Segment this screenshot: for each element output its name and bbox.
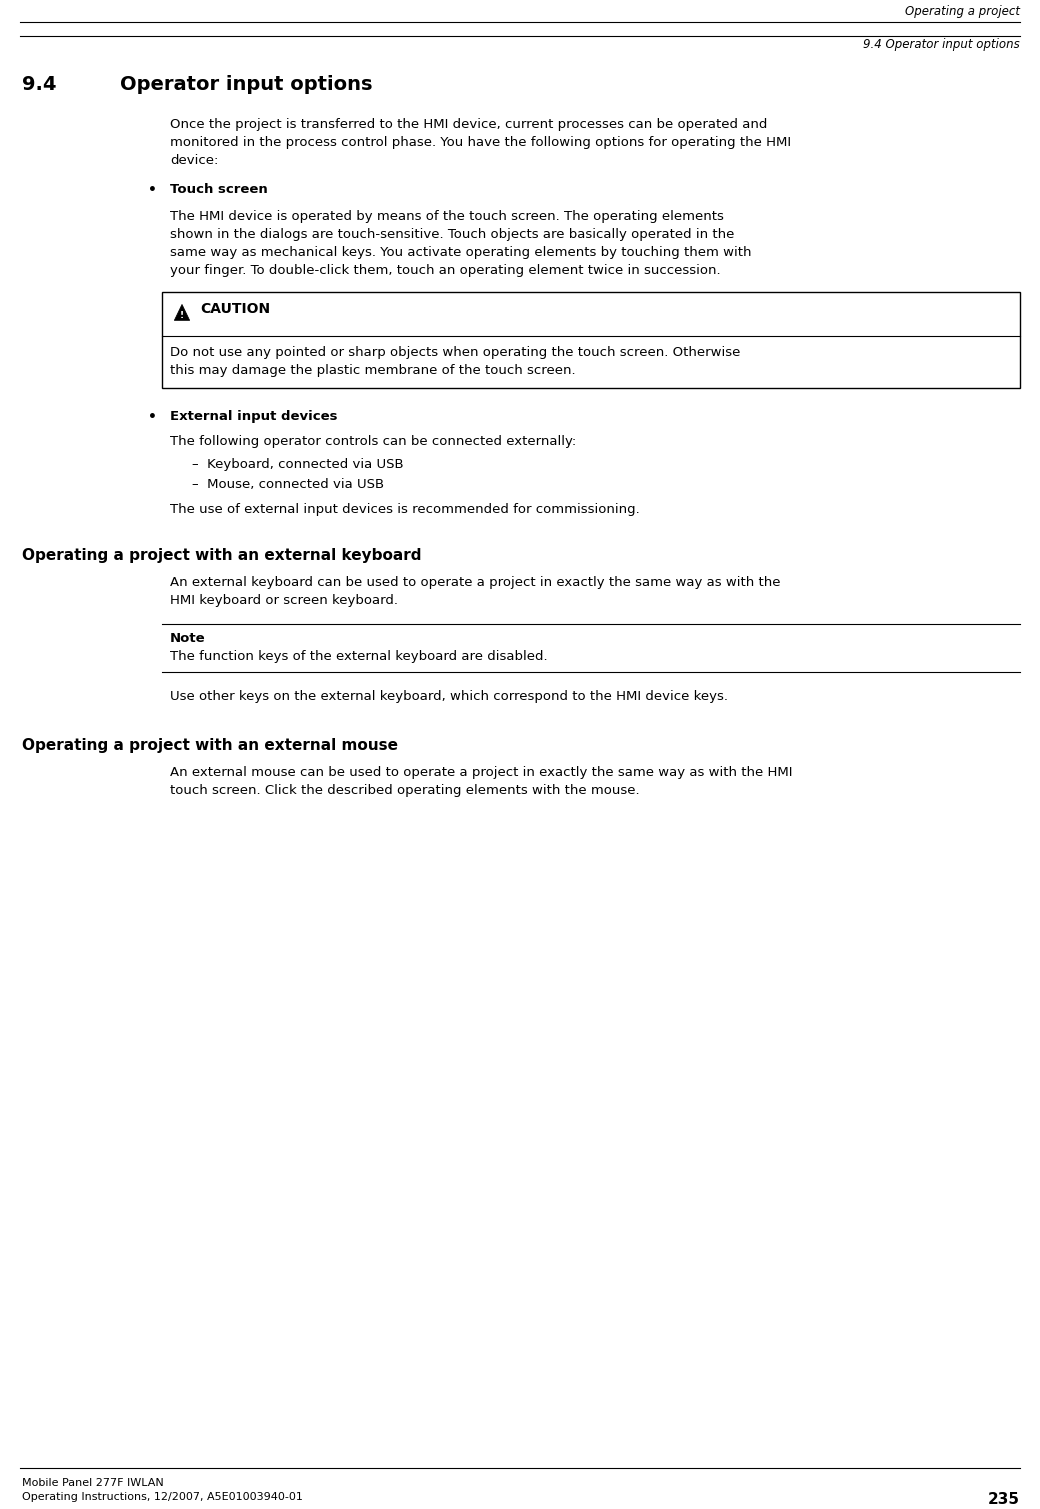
Text: your finger. To double-click them, touch an operating element twice in successio: your finger. To double-click them, touch… (170, 264, 721, 278)
Text: monitored in the process control phase. You have the following options for opera: monitored in the process control phase. … (170, 136, 791, 149)
Text: !: ! (180, 311, 184, 320)
Text: Note: Note (170, 632, 206, 644)
Text: Operator input options: Operator input options (120, 75, 372, 94)
Text: Do not use any pointed or sharp objects when operating the touch screen. Otherwi: Do not use any pointed or sharp objects … (170, 346, 740, 359)
Text: Touch screen: Touch screen (170, 183, 267, 196)
Text: –  Keyboard, connected via USB: – Keyboard, connected via USB (192, 459, 404, 471)
Text: Operating a project: Operating a project (905, 5, 1020, 18)
Text: same way as mechanical keys. You activate operating elements by touching them wi: same way as mechanical keys. You activat… (170, 246, 752, 260)
Text: Mobile Panel 277F IWLAN: Mobile Panel 277F IWLAN (22, 1477, 163, 1488)
Text: The HMI device is operated by means of the touch screen. The operating elements: The HMI device is operated by means of t… (170, 210, 724, 223)
Text: shown in the dialogs are touch-sensitive. Touch objects are basically operated i: shown in the dialogs are touch-sensitive… (170, 228, 734, 241)
Text: –  Mouse, connected via USB: – Mouse, connected via USB (192, 478, 384, 490)
Text: 9.4 Operator input options: 9.4 Operator input options (863, 38, 1020, 51)
Text: The following operator controls can be connected externally:: The following operator controls can be c… (170, 435, 576, 448)
Text: •: • (148, 410, 157, 424)
Bar (162, 293, 1020, 388)
Text: touch screen. Click the described operating elements with the mouse.: touch screen. Click the described operat… (170, 785, 640, 797)
Text: An external keyboard can be used to operate a project in exactly the same way as: An external keyboard can be used to oper… (170, 576, 780, 589)
Text: The function keys of the external keyboard are disabled.: The function keys of the external keyboa… (170, 650, 548, 662)
Text: Operating a project with an external mouse: Operating a project with an external mou… (22, 738, 398, 753)
Text: Operating a project with an external keyboard: Operating a project with an external key… (22, 548, 421, 563)
Text: CAUTION: CAUTION (200, 302, 270, 315)
Text: •: • (148, 183, 157, 198)
Text: External input devices: External input devices (170, 410, 338, 423)
Text: Use other keys on the external keyboard, which correspond to the HMI device keys: Use other keys on the external keyboard,… (170, 690, 728, 703)
Text: An external mouse can be used to operate a project in exactly the same way as wi: An external mouse can be used to operate… (170, 767, 792, 779)
Text: Operating Instructions, 12/2007, A5E01003940-01: Operating Instructions, 12/2007, A5E0100… (22, 1492, 303, 1501)
Text: 235: 235 (988, 1492, 1020, 1507)
Text: this may damage the plastic membrane of the touch screen.: this may damage the plastic membrane of … (170, 364, 575, 377)
Text: Once the project is transferred to the HMI device, current processes can be oper: Once the project is transferred to the H… (170, 118, 768, 131)
Text: device:: device: (170, 154, 218, 167)
Polygon shape (175, 305, 189, 320)
Text: 9.4: 9.4 (22, 75, 56, 94)
Text: The use of external input devices is recommended for commissioning.: The use of external input devices is rec… (170, 502, 640, 516)
Text: HMI keyboard or screen keyboard.: HMI keyboard or screen keyboard. (170, 595, 398, 607)
